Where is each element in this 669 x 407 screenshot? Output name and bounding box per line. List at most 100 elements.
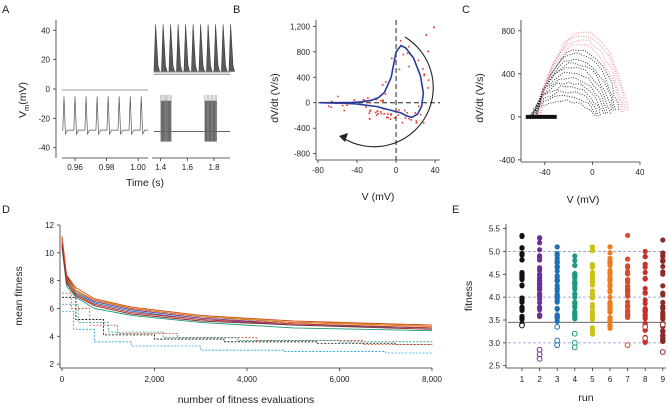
panel-e-point bbox=[660, 335, 666, 341]
panel-e-point bbox=[642, 269, 648, 276]
panel-b-red-point bbox=[414, 112, 417, 114]
panel-a-y-tick-label: -20 bbox=[38, 114, 50, 123]
panel-e-outlier-point bbox=[642, 335, 649, 342]
panel-b-red-point bbox=[330, 106, 332, 108]
panel-b-red-point bbox=[406, 111, 409, 114]
panel-label-a: A bbox=[2, 4, 10, 16]
panel-b-red-point bbox=[368, 118, 371, 120]
panel-d-y-tick-label: 6 bbox=[50, 304, 55, 313]
panel-e-outlier-point bbox=[571, 330, 578, 337]
panel-e-y-label: fitness bbox=[463, 281, 475, 311]
panel-b-red-point bbox=[408, 65, 410, 68]
panel-e-x-label: run bbox=[578, 392, 593, 404]
panel-b-red-point bbox=[397, 114, 400, 116]
panel-a-spiking-trace bbox=[62, 96, 148, 136]
panel-e-point bbox=[537, 247, 543, 253]
panel-e-points bbox=[519, 232, 666, 362]
panel-e-point bbox=[572, 310, 578, 316]
panel-b-red-point bbox=[393, 117, 396, 119]
panel-b-red-point bbox=[415, 122, 418, 124]
panel-e-point bbox=[625, 263, 631, 269]
panel-b-red-point bbox=[422, 122, 425, 124]
panel-c-trajectory bbox=[534, 67, 612, 119]
panel-d-y-tick-label: 2 bbox=[50, 360, 55, 369]
panel-e-point bbox=[607, 323, 613, 329]
panel-e-point bbox=[572, 304, 578, 311]
panel-d-mean-line bbox=[61, 237, 433, 327]
panel-e-point bbox=[537, 240, 543, 246]
panel-e-y-tick-label: 2.5 bbox=[489, 362, 501, 371]
panel-e-point bbox=[519, 272, 525, 278]
panel-b-red-point bbox=[380, 112, 383, 115]
panel-b-red-point bbox=[406, 52, 409, 55]
panel-e-point bbox=[660, 315, 666, 321]
panel-e-point bbox=[642, 339, 648, 346]
panel-e-point bbox=[589, 264, 596, 270]
panel-b-red-point bbox=[422, 68, 424, 70]
panel-e-point bbox=[572, 300, 578, 306]
panel-e-outlier-point bbox=[554, 342, 561, 349]
panel-e-x-tick-label: 5 bbox=[590, 375, 595, 384]
panel-d-y-tick-label: 10 bbox=[45, 249, 54, 258]
panel-e-point bbox=[572, 253, 578, 259]
panel-e-y-tick-label: 4.0 bbox=[489, 293, 501, 302]
panel-b-red-point bbox=[398, 68, 401, 71]
panel-a-x-tick-label-right: 1.4 bbox=[155, 163, 167, 172]
panel-e-point bbox=[519, 257, 525, 263]
panel-d-mean-line bbox=[61, 241, 433, 329]
panel-b-direction-arrow bbox=[342, 36, 434, 148]
panel-d-mean-line bbox=[61, 238, 433, 326]
panel-e-point bbox=[519, 313, 525, 319]
panel-b-y-tick-label: 800 bbox=[297, 48, 311, 57]
panel-e-point bbox=[660, 258, 666, 264]
panel-a-x-tick-label-left: 0.98 bbox=[99, 163, 115, 172]
panel-a-y-tick-label: 20 bbox=[41, 56, 50, 65]
panel-b-red-point bbox=[382, 101, 385, 103]
panel-b-red-point bbox=[369, 110, 371, 113]
panel-c-y-tick-label: 800 bbox=[502, 27, 516, 36]
panel-e-point bbox=[537, 235, 543, 241]
panel-d-mean-line bbox=[61, 243, 433, 329]
panel-e-point bbox=[572, 292, 578, 298]
panel-b-red-point bbox=[390, 113, 392, 115]
panel-a-tonic-spike bbox=[168, 24, 175, 72]
panel-e-point bbox=[625, 304, 631, 310]
panel-e-point bbox=[589, 294, 596, 300]
panel-b-red-point bbox=[377, 112, 379, 115]
panel-e-outlier-point bbox=[659, 349, 666, 355]
panel-c-trajectory bbox=[535, 62, 612, 117]
panel-a-tonic-spike bbox=[191, 24, 198, 72]
panel-b-red-point bbox=[390, 114, 392, 116]
panel-d-best-line bbox=[62, 303, 433, 344]
panel-d-mean-line bbox=[61, 244, 433, 329]
panel-b-red-point bbox=[383, 113, 385, 115]
panel-c-trajectory bbox=[536, 49, 619, 116]
panel-e-x-tick-label: 6 bbox=[608, 375, 613, 384]
panel-e-point bbox=[519, 299, 525, 305]
panel-e-point bbox=[607, 289, 613, 295]
panel-e-x-ticks: 1 2 3 4 5 6 7 8 9 bbox=[520, 368, 666, 384]
panel-a-x-tick-label-left: 1.00 bbox=[130, 163, 146, 172]
panel-b-red-point bbox=[379, 111, 382, 113]
panel-e-point bbox=[660, 306, 666, 312]
panel-b-red-point bbox=[369, 109, 372, 112]
panel-c-trajectory bbox=[537, 52, 617, 117]
panel-d-x-ticks: 0 2,000 4,000 6,000 8,000 bbox=[60, 368, 443, 384]
panel-e-point bbox=[572, 257, 578, 264]
panel-d-y-tick-label: 4 bbox=[50, 332, 55, 341]
panel-e-point bbox=[554, 244, 560, 250]
panel-e-point bbox=[642, 297, 648, 303]
panel-e-point bbox=[519, 252, 525, 258]
panel-e-point bbox=[660, 283, 666, 289]
panel-e-point bbox=[589, 316, 596, 323]
panel-e-point bbox=[537, 300, 543, 306]
panel-c-trajectory bbox=[531, 81, 605, 117]
panel-a-tonic-spike bbox=[228, 24, 235, 72]
panel-b-red-point bbox=[362, 99, 365, 101]
panel-e-point bbox=[572, 286, 578, 292]
panel-c-y-tick-label: 400 bbox=[502, 70, 516, 79]
panel-e-point bbox=[554, 291, 560, 298]
panel-e-point bbox=[589, 244, 596, 250]
panel-e-y-ticks: 5.5 5.0 4.5 4.0 3.5 3.0 2.5 bbox=[489, 225, 506, 371]
